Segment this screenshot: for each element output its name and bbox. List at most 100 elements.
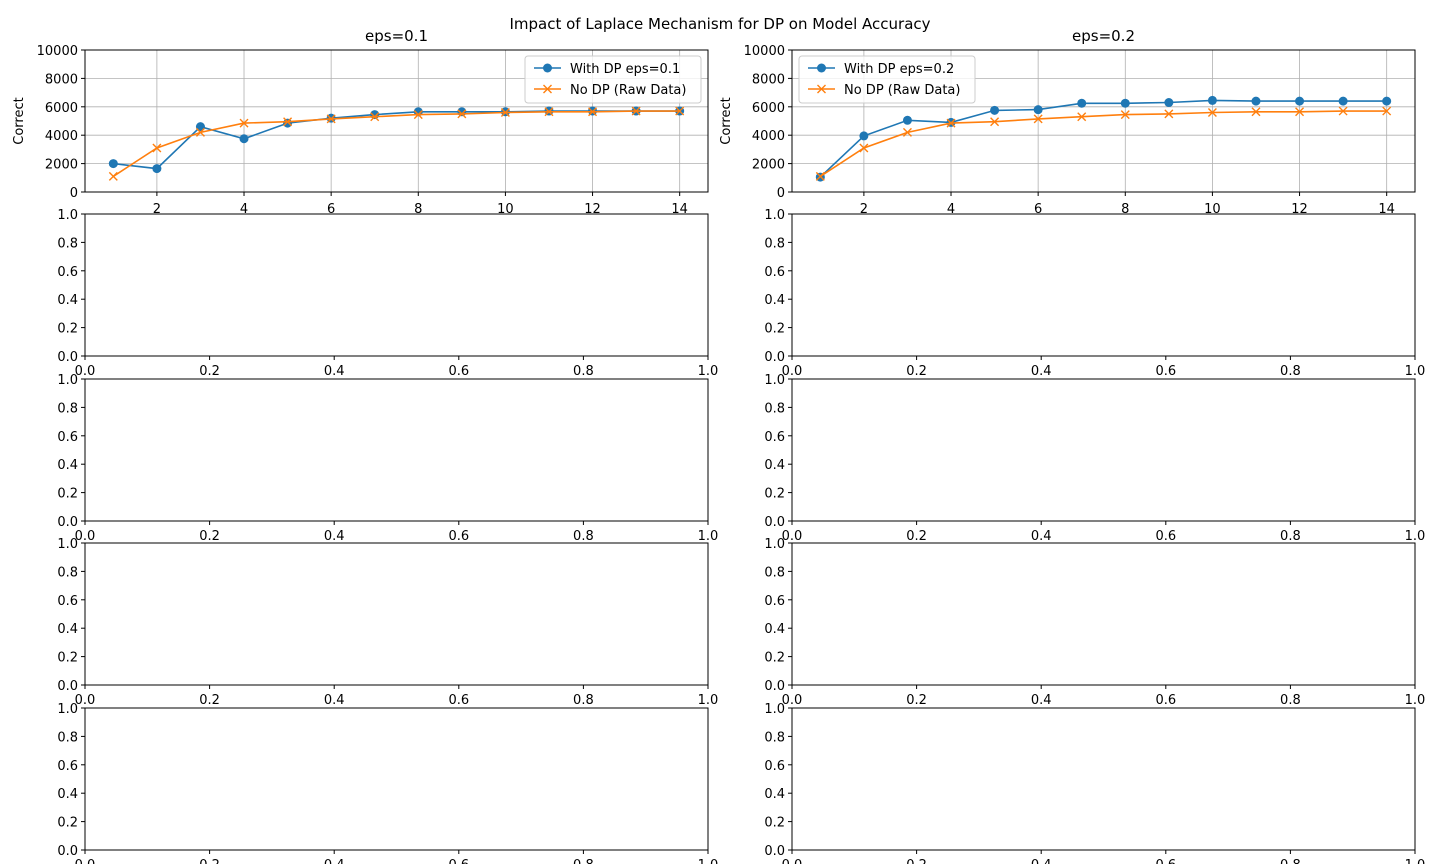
x-tick-label: 0.4 [1031,529,1052,544]
data-point [500,107,510,117]
data-point [902,127,912,137]
data-point [990,117,1000,127]
subplot-3: 0.0 0.2 0.4 0.6 0.8 1.0 0.0 0.2 0.4 0.6 0.8 1.0 [57,208,718,379]
data-point [1338,96,1348,106]
x-tick-label: 0.0 [75,364,96,379]
y-tick-label: 1.0 [764,702,785,717]
data-point [1033,105,1043,115]
data-point [1033,114,1043,124]
x-tick-label: 14 [1378,202,1395,217]
data-point [990,105,1000,115]
y-tick-label: 0.6 [57,759,78,774]
y-tick-label: 0.2 [57,651,78,666]
subplot-grid: 2 4 6 8 10 12 14 0 2000 4000 6000 8000 10000 eps=0.1 C… [12,27,1425,864]
x-tick-label: 0.6 [1155,529,1176,544]
data-point [902,115,912,125]
subplot-title: eps=0.2 [1072,27,1135,45]
x-tick-label: 0.6 [1155,364,1176,379]
y-tick-label: 0.6 [764,594,785,609]
y-tick-label: 0.8 [57,565,78,580]
subplot-7: 0.0 0.2 0.4 0.6 0.8 1.0 0.0 0.2 0.4 0.6 0.8 1.0 [57,537,718,708]
x-tick-label: 1.0 [1405,529,1426,544]
y-tick-label: 0.0 [764,350,785,365]
x-tick-label: 1.0 [1405,693,1426,708]
y-tick-label: 0.8 [764,236,785,251]
legend-label: With DP eps=0.1 [570,62,680,77]
y-tick-label: 0.4 [764,787,785,802]
subplot-6: 0.0 0.2 0.4 0.6 0.8 1.0 0.0 0.2 0.4 0.6 0.8 1.0 [764,373,1425,544]
plot-area [85,543,708,685]
x-tick-label: 0.4 [324,693,345,708]
plot-area [792,379,1415,521]
y-tick-label: 0.8 [57,730,78,745]
y-tick-label: 0.0 [764,844,785,859]
data-point [108,171,118,181]
y-tick-label: 0.6 [57,430,78,445]
x-tick-label: 4 [240,202,248,217]
x-tick-label: 8 [1121,202,1129,217]
legend-marker [543,63,552,73]
data-point [631,106,641,116]
x-tick-label: 14 [671,202,688,217]
axes-frame [84,707,709,851]
x-tick-label: 0.2 [906,529,927,544]
y-tick-label: 0.4 [57,458,78,473]
data-point [544,107,554,117]
plot-area [85,708,708,850]
y-tick-label: 0.2 [57,487,78,502]
axes-frame [84,49,709,193]
x-tick-label: 0.2 [906,858,927,864]
y-tick-label: 0.4 [764,622,785,637]
x-tick-label: 0.0 [75,858,96,864]
x-tick-label: 0.0 [75,529,96,544]
x-tick-label: 0.2 [906,364,927,379]
legend-label: No DP (Raw Data) [844,83,960,98]
y-tick-label: 0.0 [57,844,78,859]
data-point [108,159,118,169]
x-tick-label: 6 [327,202,335,217]
data-point [859,143,869,153]
y-tick-label: 0.4 [764,458,785,473]
y-tick-label: 6000 [752,101,785,116]
x-tick-label: 12 [584,202,601,217]
axes-frame [791,707,1416,851]
x-tick-label: 10 [1204,202,1221,217]
y-tick-label: 0.0 [57,679,78,694]
y-tick-label: 0.4 [764,293,785,308]
x-tick-label: 6 [1034,202,1042,217]
axes-frame [791,49,1416,193]
series-line-1 [819,99,1387,178]
data-point [1295,96,1305,106]
x-tick-label: 0.4 [1031,364,1052,379]
x-tick-label: 2 [153,202,161,217]
x-tick-label: 0.8 [573,858,594,864]
data-point [1338,106,1348,116]
subplot-4: 0.0 0.2 0.4 0.6 0.8 1.0 0.0 0.2 0.4 0.6 0.8 1.0 [764,208,1425,379]
y-tick-label: 0.4 [57,787,78,802]
plot-area [85,379,708,521]
legend-label: With DP eps=0.2 [844,62,954,77]
data-point [1295,107,1305,117]
x-tick-label: 0.8 [1280,858,1301,864]
y-tick-label: 0.4 [57,293,78,308]
y-tick-label: 4000 [45,129,78,144]
y-tick-label: 10000 [37,44,78,59]
data-point [239,134,249,144]
y-axis-label: Correct [719,97,734,144]
x-tick-label: 1.0 [698,858,719,864]
data-point [457,107,467,117]
x-tick-label: 0.2 [199,858,220,864]
x-tick-label: 1.0 [1405,858,1426,864]
y-tick-label: 0 [777,186,785,201]
y-tick-label: 0 [70,186,78,201]
data-point [1207,107,1217,117]
series-line-2 [112,110,680,178]
y-tick-label: 0.0 [57,515,78,530]
data-point [283,118,293,128]
data-point [239,118,249,128]
data-point [195,122,205,132]
x-tick-label: 10 [497,202,514,217]
plot-area [792,543,1415,685]
data-point [946,118,956,128]
